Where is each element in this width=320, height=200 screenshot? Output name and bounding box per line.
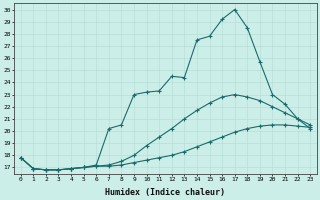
X-axis label: Humidex (Indice chaleur): Humidex (Indice chaleur) — [106, 188, 226, 197]
